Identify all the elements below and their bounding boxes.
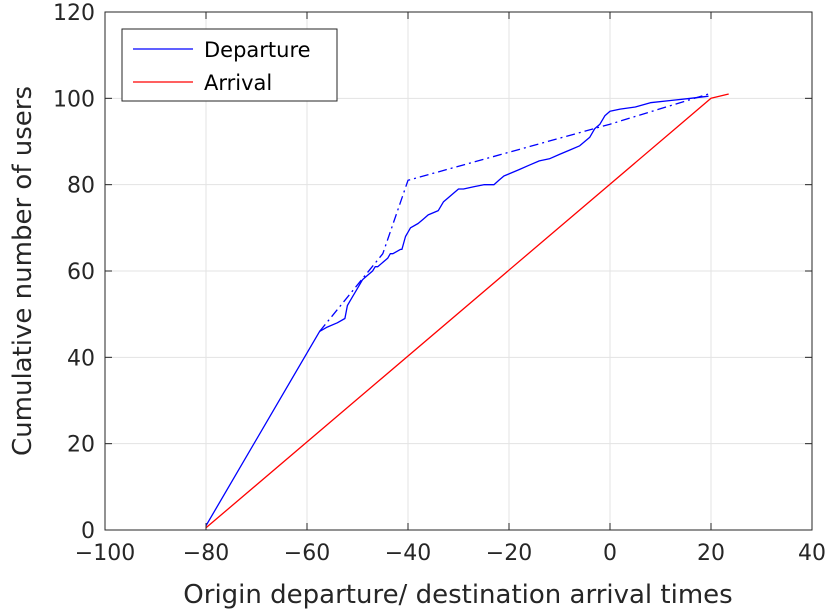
x-tick-label: 40	[798, 541, 826, 566]
x-tick-label: 20	[697, 541, 725, 566]
y-tick-label: 80	[67, 174, 95, 199]
x-tick-label: −100	[75, 541, 135, 566]
legend-box	[121, 28, 338, 102]
legend: Departure Arrival	[121, 28, 338, 102]
x-axis-label: Origin departure/ destination arrival ti…	[183, 580, 732, 610]
y-tick-label: 20	[67, 433, 95, 458]
x-tick-label: −20	[486, 541, 532, 566]
tick-layer	[104, 11, 813, 531]
y-tick-label: 0	[81, 519, 95, 544]
y-axis-label: Cumulative number of users	[8, 86, 38, 456]
x-tick-label: 0	[603, 541, 617, 566]
series-line-arrival	[205, 93, 729, 529]
series-line-departure	[205, 95, 709, 527]
series-line-dashdot-1	[319, 93, 709, 332]
y-tick-label: 40	[67, 346, 95, 371]
legend-departure-label: Departure	[204, 38, 311, 62]
x-tick-label: −40	[385, 541, 431, 566]
x-tick-label: −60	[284, 541, 330, 566]
tick-label-layer: −100 −80 −60 −40 −20 0 20 40 0 20 40 60 80 100 120	[53, 1, 826, 566]
y-tick-label: 100	[53, 87, 95, 112]
legend-arrival-label: Arrival	[204, 71, 272, 95]
series-layer	[205, 93, 729, 529]
y-tick-label: 60	[67, 260, 95, 285]
x-tick-label: −80	[183, 541, 229, 566]
y-tick-label: 120	[53, 1, 95, 26]
